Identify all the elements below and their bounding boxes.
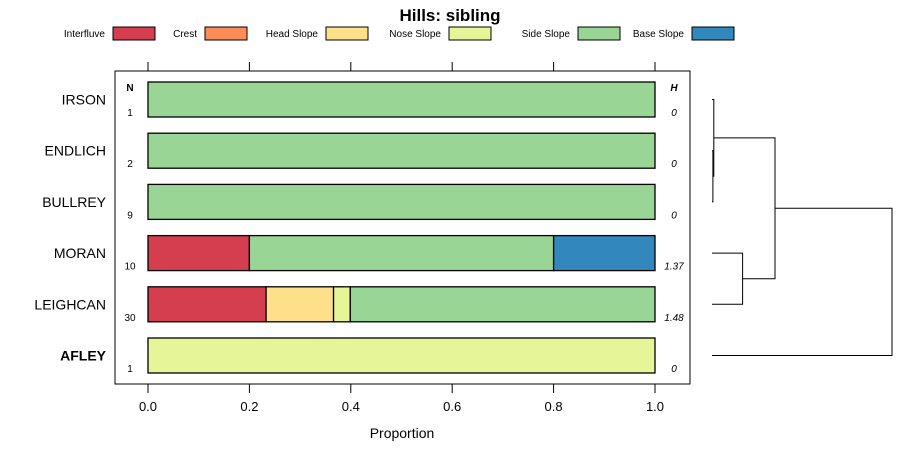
row-n-afley: 1 <box>127 364 133 375</box>
row-h-moran: 1.37 <box>664 262 684 273</box>
dendrogram-link-e <box>712 207 893 356</box>
x-tick-label-1: 0.2 <box>240 399 258 414</box>
row-label-bullrey: BULLREY <box>42 194 106 210</box>
x-tick-label-5: 1.0 <box>646 399 664 414</box>
x-axis: 0.0 0.2 0.4 0.6 0.8 1.0 <box>139 384 664 414</box>
row-endlich: ENDLICH 2 0 <box>45 132 677 170</box>
row-h-irson: 0 <box>671 108 677 119</box>
legend: Interfluve Crest Head Slope Nose Slope Side … <box>64 26 735 41</box>
n-column-header: N <box>126 83 133 94</box>
row-afley: AFLEY 1 0 <box>60 337 677 375</box>
x-tick-label-0: 0.0 <box>139 399 157 414</box>
row-n-bullrey: 9 <box>127 210 133 221</box>
x-axis-title: Proportion <box>370 425 435 441</box>
h-column-header: H <box>670 83 678 94</box>
row-h-leighcan: 1.48 <box>664 313 684 324</box>
x-tick-label-4: 0.8 <box>545 399 563 414</box>
bar-segment-leighcan-nose-slope <box>332 286 351 323</box>
row-label-irson: IRSON <box>62 92 106 108</box>
bar-segment-endlich-side-slope <box>147 132 656 169</box>
row-label-leighcan: LEIGHCAN <box>34 296 106 312</box>
bar-segment-moran-side-slope <box>248 234 555 272</box>
legend-swatch-crest <box>204 26 248 41</box>
row-label-moran: MORAN <box>54 245 106 261</box>
dendrogram-link-a <box>712 150 714 203</box>
row-n-leighcan: 30 <box>124 313 136 324</box>
legend-swatch-interfluve <box>112 26 156 41</box>
legend-label-head-slope: Head Slope <box>266 29 319 40</box>
bar-segment-leighcan-interfluve <box>147 286 267 323</box>
row-bullrey: BULLREY 9 0 <box>42 183 677 221</box>
row-label-endlich: ENDLICH <box>45 143 106 159</box>
row-n-endlich: 2 <box>127 159 133 170</box>
bar-segment-moran-interfluve <box>147 234 251 272</box>
legend-label-base-slope: Base Slope <box>633 29 685 40</box>
row-h-endlich: 0 <box>671 159 677 170</box>
legend-swatch-base-slope <box>691 26 735 41</box>
row-moran: MORAN 10 1.37 <box>54 234 684 273</box>
legend-label-nose-slope: Nose Slope <box>389 29 441 40</box>
chart-title: Hills: sibling <box>399 6 500 25</box>
row-n-irson: 1 <box>127 108 133 119</box>
legend-swatch-side-slope <box>577 26 621 41</box>
legend-label-interfluve: Interfluve <box>64 29 106 40</box>
dendrogram <box>712 99 893 356</box>
bar-segment-afley-nose-slope <box>147 337 656 374</box>
bar-segment-bullrey-side-slope <box>147 183 656 221</box>
bar-segment-leighcan-head-slope <box>265 286 335 323</box>
dendrogram-link-c <box>712 252 744 305</box>
bar-segment-irson-side-slope <box>147 81 656 118</box>
row-h-bullrey: 0 <box>671 210 677 221</box>
row-n-moran: 10 <box>124 262 136 273</box>
row-label-afley: AFLEY <box>60 348 107 364</box>
bar-segment-moran-base-slope <box>552 234 656 272</box>
legend-label-side-slope: Side Slope <box>522 29 571 40</box>
row-irson: IRSON 1 0 <box>62 81 677 119</box>
row-leighcan: LEIGHCAN 30 1.48 <box>34 286 684 324</box>
row-h-afley: 0 <box>671 364 677 375</box>
dendrogram-link-d <box>713 137 776 280</box>
legend-swatch-head-slope <box>325 26 369 41</box>
plot-frame <box>114 70 691 385</box>
legend-label-crest: Crest <box>173 29 197 40</box>
bar-segment-leighcan-side-slope <box>349 286 656 323</box>
x-tick-label-2: 0.4 <box>342 399 360 414</box>
x-tick-label-3: 0.6 <box>443 399 461 414</box>
top-axis-ticks <box>147 62 656 71</box>
legend-swatch-nose-slope <box>448 26 492 41</box>
